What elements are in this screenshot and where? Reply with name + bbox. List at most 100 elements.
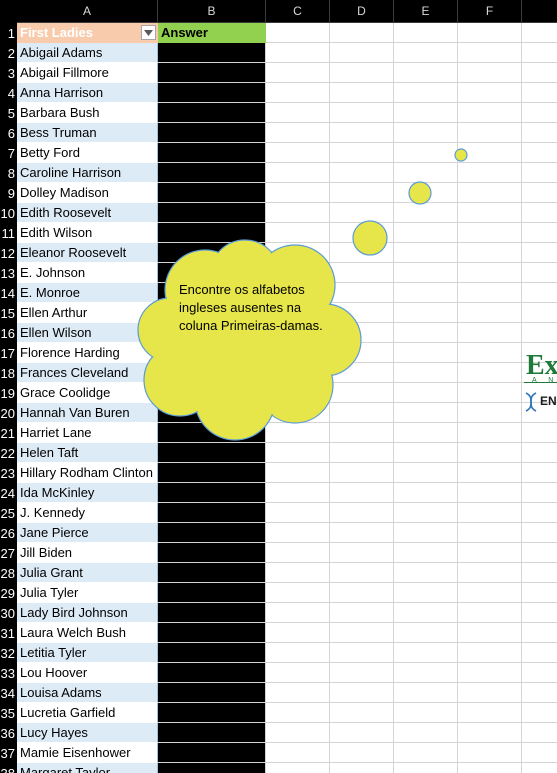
first-lady-cell[interactable]: Barbara Bush [17,103,158,123]
empty-cell[interactable] [266,563,330,583]
empty-cell[interactable] [458,163,522,183]
empty-cell[interactable] [394,323,458,343]
answer-cell[interactable] [158,763,266,773]
empty-cell[interactable] [330,283,394,303]
empty-cell[interactable] [394,123,458,143]
answer-cell[interactable] [158,343,266,363]
empty-cell[interactable] [394,623,458,643]
answer-cell[interactable] [158,103,266,123]
answer-cell[interactable] [158,743,266,763]
first-lady-cell[interactable]: Hannah Van Buren [17,403,158,423]
empty-cell[interactable] [266,103,330,123]
answer-cell[interactable]: q [158,43,266,63]
empty-cell[interactable] [330,683,394,703]
answer-cell[interactable] [158,503,266,523]
empty-cell[interactable] [266,23,330,43]
empty-cell[interactable] [266,443,330,463]
empty-cell[interactable] [522,243,557,263]
empty-cell[interactable] [458,663,522,683]
first-lady-cell[interactable]: J. Kennedy [17,503,158,523]
empty-cell[interactable] [458,703,522,723]
empty-cell[interactable] [458,183,522,203]
empty-cell[interactable] [458,723,522,743]
first-lady-cell[interactable]: Hillary Rodham Clinton [17,463,158,483]
row-header[interactable]: 29 [0,583,17,603]
empty-cell[interactable] [330,263,394,283]
empty-cell[interactable] [522,463,557,483]
empty-cell[interactable] [330,723,394,743]
empty-cell[interactable] [266,623,330,643]
first-lady-cell[interactable]: Harriet Lane [17,423,158,443]
empty-cell[interactable] [458,23,522,43]
empty-cell[interactable] [394,663,458,683]
empty-cell[interactable] [458,563,522,583]
empty-cell[interactable] [394,523,458,543]
row-header[interactable]: 10 [0,203,17,223]
empty-cell[interactable] [522,623,557,643]
first-lady-cell[interactable]: Abigail Adams [17,43,158,63]
empty-cell[interactable] [266,183,330,203]
row-header[interactable]: 19 [0,383,17,403]
first-lady-cell[interactable]: Letitia Tyler [17,643,158,663]
row-header[interactable]: 30 [0,603,17,623]
first-lady-cell[interactable]: Dolley Madison [17,183,158,203]
empty-cell[interactable] [330,243,394,263]
empty-cell[interactable] [330,543,394,563]
empty-cell[interactable] [266,143,330,163]
empty-cell[interactable] [458,203,522,223]
empty-cell[interactable] [458,343,522,363]
empty-cell[interactable] [522,323,557,343]
empty-cell[interactable] [394,483,458,503]
empty-cell[interactable] [522,703,557,723]
empty-cell[interactable] [394,763,458,773]
row-header[interactable]: 33 [0,663,17,683]
row-header[interactable]: 7 [0,143,17,163]
answer-cell[interactable] [158,423,266,443]
empty-cell[interactable] [522,563,557,583]
empty-cell[interactable] [522,543,557,563]
empty-cell[interactable] [394,583,458,603]
first-lady-cell[interactable]: Grace Coolidge [17,383,158,403]
empty-cell[interactable] [458,503,522,523]
empty-cell[interactable] [266,43,330,63]
answer-cell[interactable] [158,443,266,463]
answer-cell[interactable] [158,483,266,503]
empty-cell[interactable] [458,403,522,423]
column-header-e[interactable]: E [394,0,458,23]
empty-cell[interactable] [330,83,394,103]
empty-cell[interactable] [266,223,330,243]
first-lady-cell[interactable]: Laura Welch Bush [17,623,158,643]
row-header[interactable]: 23 [0,463,17,483]
empty-cell[interactable] [394,683,458,703]
row-header[interactable]: 6 [0,123,17,143]
empty-cell[interactable] [266,723,330,743]
empty-cell[interactable] [330,503,394,523]
empty-cell[interactable] [522,163,557,183]
empty-cell[interactable] [458,223,522,243]
empty-cell[interactable] [394,383,458,403]
empty-cell[interactable] [330,363,394,383]
empty-cell[interactable] [522,223,557,243]
row-header[interactable]: 34 [0,683,17,703]
row-header[interactable]: 28 [0,563,17,583]
answer-cell[interactable]: z [158,83,266,103]
row-header[interactable]: 26 [0,523,17,543]
empty-cell[interactable] [458,423,522,443]
empty-cell[interactable] [522,523,557,543]
empty-cell[interactable] [266,383,330,403]
column-header-f[interactable]: F [458,0,522,23]
row-header[interactable]: 22 [0,443,17,463]
empty-cell[interactable] [394,83,458,103]
empty-cell[interactable] [266,403,330,423]
answer-cell[interactable] [158,523,266,543]
answer-cell[interactable] [158,143,266,163]
first-lady-cell[interactable]: Anna Harrison [17,83,158,103]
empty-cell[interactable] [266,683,330,703]
empty-cell[interactable] [522,123,557,143]
empty-cell[interactable] [522,663,557,683]
row-header[interactable]: 35 [0,703,17,723]
empty-cell[interactable] [266,523,330,543]
answer-cell[interactable] [158,683,266,703]
empty-cell[interactable] [330,623,394,643]
